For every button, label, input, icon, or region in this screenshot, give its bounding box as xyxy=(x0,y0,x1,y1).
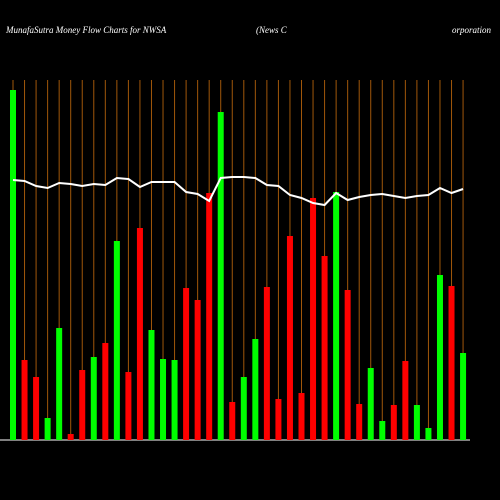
bar xyxy=(367,368,374,440)
chart-title: MunafaSutra Money Flow Charts for NWSA xyxy=(5,25,167,35)
bar xyxy=(425,428,432,440)
bar xyxy=(390,405,397,440)
bar xyxy=(56,328,63,440)
chart-subtitle: orporation xyxy=(452,25,492,35)
bar xyxy=(67,434,74,440)
bar xyxy=(90,357,97,440)
bar xyxy=(79,370,86,440)
bar xyxy=(286,236,293,440)
bar xyxy=(252,339,259,440)
bar xyxy=(33,377,40,440)
bar xyxy=(229,402,236,440)
bar xyxy=(206,193,213,440)
bar xyxy=(183,288,190,440)
marks xyxy=(10,90,467,440)
bar xyxy=(113,241,120,440)
bar xyxy=(310,198,317,440)
bar xyxy=(44,418,51,440)
bar xyxy=(240,377,247,440)
bar xyxy=(125,372,132,440)
bar xyxy=(148,330,155,440)
bar xyxy=(136,228,143,440)
bar xyxy=(321,256,328,440)
money-flow-line xyxy=(12,176,464,207)
bar xyxy=(263,287,270,440)
bar xyxy=(402,361,409,440)
bar xyxy=(413,405,420,440)
bar xyxy=(460,353,467,440)
bar xyxy=(194,300,201,440)
bar xyxy=(333,192,340,440)
bar xyxy=(344,290,351,440)
bar xyxy=(21,360,28,440)
bar xyxy=(10,90,16,440)
chart-subtitle: (News C xyxy=(256,25,288,35)
bar xyxy=(275,399,282,440)
bar xyxy=(436,275,443,440)
bar xyxy=(160,359,167,440)
bar xyxy=(379,421,386,440)
bar xyxy=(298,393,305,440)
bar xyxy=(171,360,178,440)
bar xyxy=(356,404,363,440)
bar xyxy=(448,286,455,440)
bar xyxy=(217,112,224,440)
bar xyxy=(102,343,109,440)
